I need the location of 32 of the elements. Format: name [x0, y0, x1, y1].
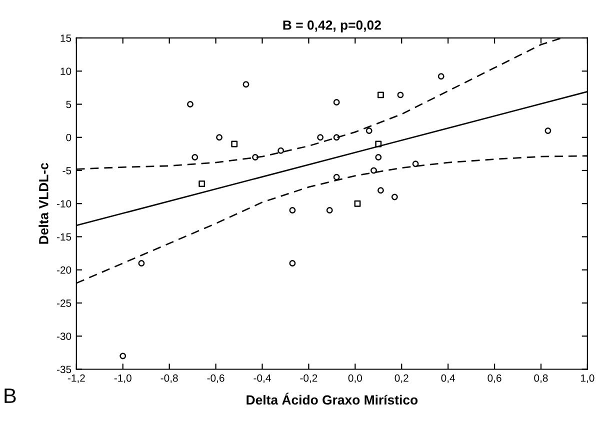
y-tick-label: 5 — [66, 100, 72, 108]
x-tick-label: 0,4 — [441, 374, 456, 383]
y-tick-label: -20 — [56, 266, 72, 274]
y-tick-label: 10 — [60, 68, 72, 75]
chart-title: B = 0,42, p=0,02 — [283, 20, 381, 32]
x-tick-label: 0,6 — [488, 374, 502, 383]
y-tick-label: 0 — [66, 134, 72, 142]
y-tick-label: -25 — [56, 299, 72, 307]
y-tick-label: -15 — [56, 233, 72, 241]
x-tick-label: -0,4 — [254, 374, 271, 383]
x-tick-label: -1,2 — [68, 374, 85, 383]
x-tick-label: -0,2 — [300, 374, 318, 383]
x-tick-label: -0,8 — [160, 374, 178, 383]
text: B — [4, 388, 16, 403]
point — [377, 92, 384, 98]
x-tick-label: -0,6 — [207, 374, 224, 383]
x-tick-label: -1,0 — [114, 374, 132, 383]
point — [375, 140, 382, 148]
point — [354, 200, 361, 207]
y-axis-title: Delta VLDL-c — [38, 162, 48, 244]
y-tick-label: -30 — [56, 332, 72, 340]
y-tick-label: -35 — [56, 366, 72, 374]
x-tick-label: 0,0 — [348, 374, 362, 383]
y-tick-label: -5 — [62, 167, 72, 174]
x-tick-label: 0,2 — [394, 374, 408, 383]
y-tick-label: 15 — [60, 34, 72, 42]
x-axis-title: Delta Ácido Graxo Mirístico — [246, 392, 418, 405]
x-tick-label: 0,8 — [534, 374, 548, 383]
point — [198, 180, 206, 187]
y-tick-label: -10 — [56, 200, 72, 208]
point — [231, 140, 238, 148]
x-tick-label: 1,0 — [581, 374, 594, 383]
